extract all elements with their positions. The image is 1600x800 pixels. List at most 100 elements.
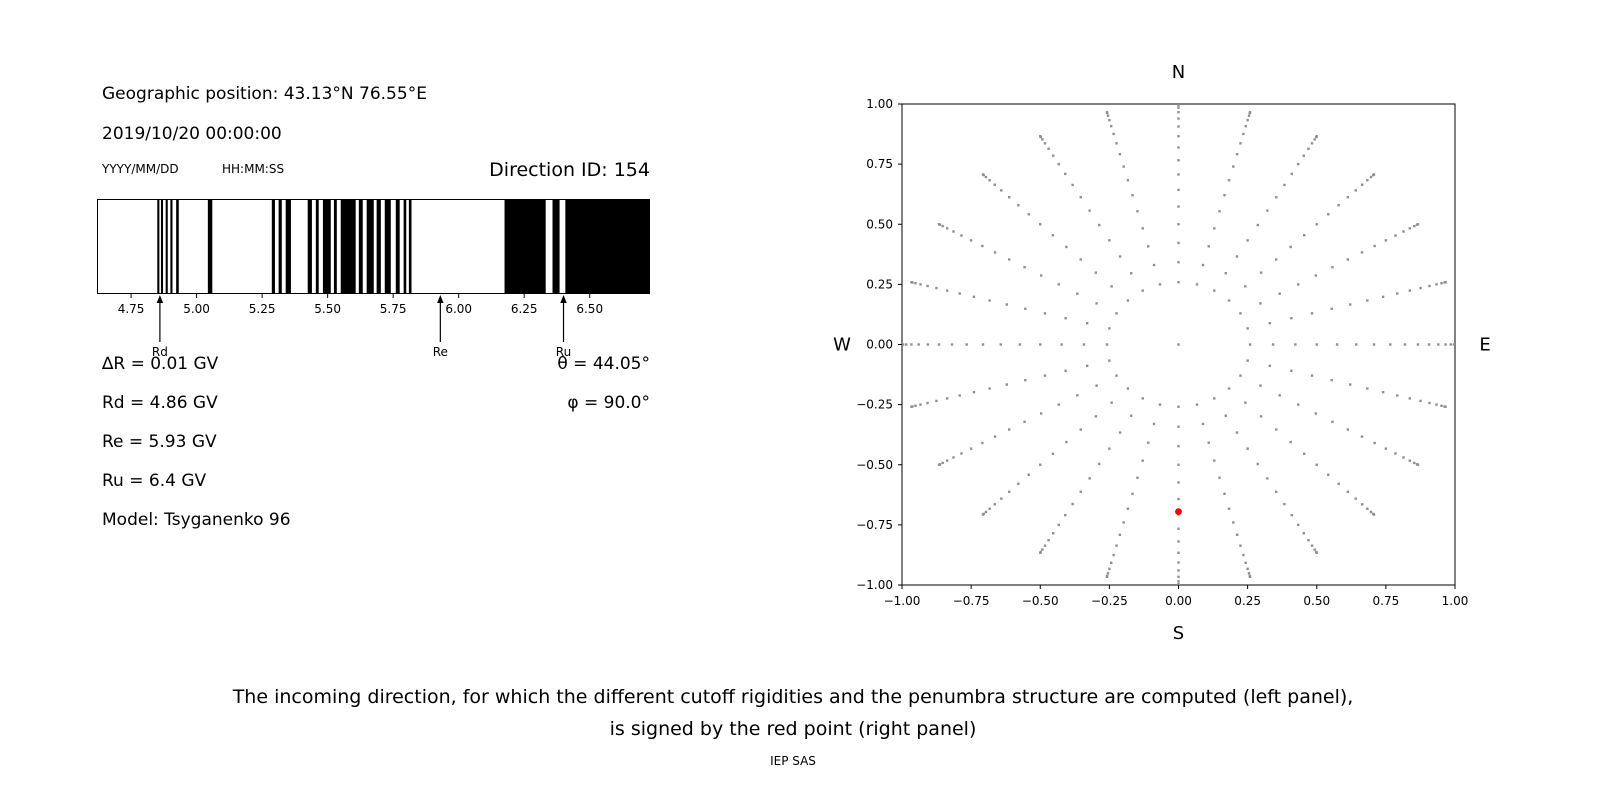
- direction-dot: [1275, 490, 1278, 493]
- direction-dot: [1348, 383, 1352, 386]
- direction-dot: [1094, 415, 1098, 418]
- direction-dot: [1147, 245, 1150, 248]
- direction-dot: [1201, 422, 1205, 426]
- direction-dot: [1330, 307, 1333, 310]
- direction-dot: [1126, 179, 1130, 182]
- geographic-position: Geographic position: 43.13°N 76.55°E: [102, 84, 427, 104]
- direction-dot: [950, 343, 954, 346]
- direction-dot: [1177, 343, 1180, 346]
- direction-dot: [1108, 327, 1111, 330]
- direction-dot: [1108, 118, 1111, 122]
- penumbra-band: [157, 200, 160, 293]
- direction-dot: [972, 295, 976, 299]
- direction-dot: [1105, 110, 1109, 114]
- direction-dot: [1000, 189, 1003, 192]
- penumbra-band: [165, 200, 168, 293]
- model-label: Model: Tsyganenko 96: [102, 510, 291, 530]
- direction-dot: [1369, 175, 1373, 179]
- y-tick-label: −1.00: [856, 578, 893, 592]
- direction-dot: [1152, 422, 1156, 426]
- direction-dot: [1147, 441, 1150, 444]
- direction-dot: [1259, 384, 1262, 387]
- direction-dot: [1259, 271, 1263, 274]
- direction-dot: [1007, 490, 1011, 493]
- direction-dot: [1079, 196, 1082, 199]
- direction-dot: [1223, 492, 1226, 496]
- direction-dots: [902, 104, 1455, 585]
- y-tick-label: 0.50: [866, 217, 893, 231]
- direction-dot: [1256, 223, 1259, 227]
- direction-dot: [1085, 322, 1089, 325]
- direction-dot: [1207, 441, 1210, 444]
- direction-dot: [946, 289, 949, 292]
- direction-dot: [1027, 213, 1030, 216]
- direction-dot: [1268, 322, 1272, 325]
- direction-dot: [1346, 258, 1350, 261]
- direction-dot: [1000, 497, 1003, 500]
- direction-dot: [1177, 146, 1180, 149]
- x-tick-label: −0.75: [953, 594, 990, 608]
- direction-dot: [958, 394, 961, 397]
- direction-dot: [1275, 428, 1278, 431]
- penumbra-band: [504, 200, 546, 293]
- direction-dot: [1428, 284, 1431, 288]
- direction-dot: [1435, 283, 1438, 286]
- direction-dot: [1396, 394, 1399, 397]
- direction-dot: [1071, 502, 1074, 506]
- direction-dot: [1244, 401, 1247, 404]
- direction-dot: [1283, 502, 1286, 506]
- direction-dot: [988, 507, 991, 510]
- penumbra-band: [340, 200, 356, 293]
- direction-dot: [1158, 403, 1162, 406]
- direction-dot: [1239, 142, 1242, 145]
- marker-label: Ru: [556, 345, 571, 359]
- direction-dot: [1007, 428, 1011, 431]
- direction-dot: [1227, 179, 1231, 182]
- direction-dot: [1115, 374, 1118, 377]
- direction-dot: [1118, 533, 1122, 536]
- x-tick-label: −1.00: [884, 594, 921, 608]
- direction-dot: [1314, 412, 1318, 415]
- direction-dot: [984, 510, 988, 514]
- direction-dot: [1060, 343, 1063, 346]
- direction-dot: [1079, 490, 1082, 493]
- direction-dot: [1112, 553, 1115, 557]
- direction-dot: [1223, 193, 1226, 197]
- caption-line1: The incoming direction, for which the di…: [232, 686, 1354, 708]
- direction-dot: [1366, 507, 1369, 510]
- direction-dot: [1366, 179, 1369, 182]
- direction-dot: [1444, 405, 1447, 408]
- direction-dot: [1413, 461, 1416, 465]
- direction-dot: [1065, 440, 1068, 444]
- penumbra-band: [207, 200, 213, 293]
- penumbra-band: [395, 200, 400, 293]
- direction-dot: [981, 343, 985, 346]
- direction-dot: [1224, 414, 1227, 417]
- penumbra-band: [366, 200, 374, 293]
- direction-dot: [1278, 394, 1281, 397]
- direction-dot: [1239, 374, 1242, 377]
- direction-dot: [1372, 513, 1376, 516]
- direction-dot: [1331, 266, 1334, 269]
- direction-dot: [1177, 110, 1180, 114]
- direction-dot: [1177, 159, 1180, 162]
- direction-dot: [1047, 147, 1050, 150]
- direction-dot: [905, 343, 908, 346]
- direction-dot: [1082, 343, 1086, 346]
- phi-value: φ = 90.0°: [567, 393, 650, 413]
- direction-dot: [993, 503, 996, 506]
- direction-dot: [960, 452, 963, 455]
- direction-dot: [1079, 428, 1082, 431]
- direction-dot: [1106, 114, 1110, 117]
- direction-dot: [1047, 539, 1050, 542]
- direction-dot: [993, 435, 997, 438]
- direction-dot: [937, 223, 941, 226]
- direction-dot: [1018, 343, 1022, 346]
- direction-dot: [1088, 477, 1091, 480]
- direction-dot: [1115, 544, 1118, 547]
- direction-dot: [1141, 397, 1144, 400]
- direction-dot: [1227, 299, 1231, 302]
- direction-dot: [1213, 227, 1216, 230]
- direction-dot: [1177, 106, 1180, 109]
